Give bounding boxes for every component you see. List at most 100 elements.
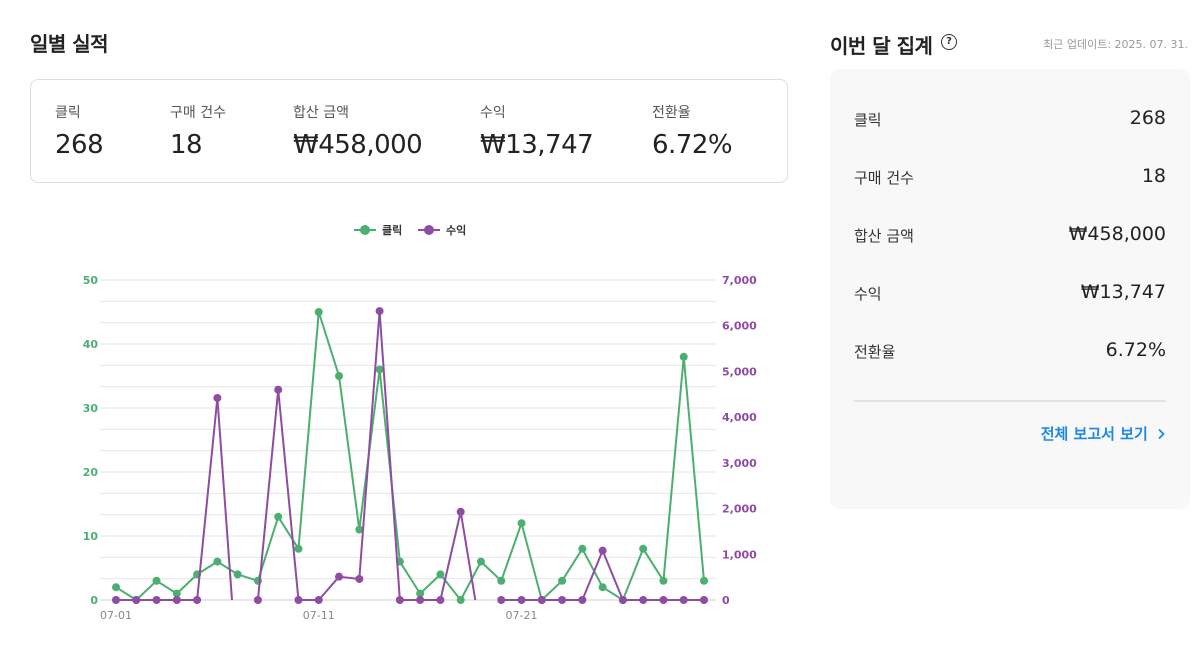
daily-stats-card: 클릭 268 구매 건수 18 합산 금액 ₩458,000 수익 ₩13,74… <box>30 79 788 183</box>
data-point-clicks <box>679 352 688 361</box>
summary-row-revenue: 수익 ₩13,747 <box>854 281 1166 305</box>
summary-label: 합산 금액 <box>854 227 914 245</box>
series-line-revenue <box>116 397 219 601</box>
series-line-revenue <box>256 310 462 601</box>
y-right-tick-label: 6,000 <box>722 320 757 333</box>
daily-performance-title: 일별 실적 <box>30 32 109 56</box>
data-point-clicks <box>700 576 708 585</box>
data-point-revenue <box>598 546 607 555</box>
x-tick-label: 07-21 <box>506 609 538 622</box>
data-point-revenue <box>436 596 445 604</box>
data-point-clicks <box>436 570 445 579</box>
data-point-revenue <box>700 596 708 604</box>
data-point-clicks <box>112 583 120 592</box>
y-right-tick-label: 1,000 <box>722 548 757 561</box>
data-point-clicks <box>598 583 607 592</box>
data-point-revenue <box>112 596 120 604</box>
data-point-revenue <box>659 596 668 604</box>
data-point-revenue <box>679 596 688 604</box>
y-right-tick-label: 5,000 <box>722 365 757 378</box>
stat-value: 18 <box>170 130 203 160</box>
data-point-revenue <box>578 596 587 604</box>
summary-value: ₩458,000 <box>1068 223 1166 245</box>
summary-label: 수익 <box>854 285 882 303</box>
legend-label: 수익 <box>446 224 466 237</box>
y-right-tick-label: 7,000 <box>722 274 757 287</box>
y-left-tick-label: 40 <box>83 338 99 351</box>
legend-marker <box>424 225 434 235</box>
data-point-revenue <box>537 596 546 604</box>
y-left-tick-label: 50 <box>83 274 99 287</box>
data-point-clicks <box>314 308 323 316</box>
question-circle-icon[interactable]: ? <box>941 34 957 50</box>
summary-value: 6.72% <box>1105 339 1166 361</box>
full-report-link-label: 전체 보고서 보기 <box>1040 425 1148 443</box>
data-point-clicks <box>639 544 648 553</box>
data-point-revenue <box>395 596 404 604</box>
data-point-clicks <box>233 570 242 579</box>
data-point-revenue <box>639 596 648 604</box>
full-report-link[interactable]: 전체 보고서 보기 <box>1041 423 1166 444</box>
y-left-tick-label: 0 <box>90 594 98 607</box>
stat-value: ₩13,747 <box>480 130 594 160</box>
summary-value: 18 <box>1141 165 1166 187</box>
y-left-tick-label: 10 <box>83 530 99 543</box>
summary-divider <box>854 400 1166 402</box>
y-right-tick-label: 3,000 <box>722 457 757 470</box>
data-point-revenue <box>274 385 283 394</box>
stat-label: 클릭 <box>55 105 81 121</box>
data-point-revenue <box>253 596 262 604</box>
data-point-clicks <box>335 372 344 380</box>
data-point-revenue <box>335 572 344 581</box>
summary-row-total-amount: 합산 금액 ₩458,000 <box>854 223 1166 247</box>
stat-purchases: 구매 건수 18 <box>170 102 226 160</box>
stat-value: ₩458,000 <box>293 130 423 160</box>
stat-label: 구매 건수 <box>170 105 226 121</box>
stat-label: 전환율 <box>652 105 691 121</box>
stat-clicks: 클릭 268 <box>55 102 104 160</box>
stat-revenue: 수익 ₩13,747 <box>480 102 594 160</box>
data-point-clicks <box>578 544 587 553</box>
data-point-clicks <box>375 365 384 374</box>
data-point-revenue <box>355 574 364 583</box>
chevron-right-icon <box>1158 428 1165 440</box>
stat-label: 합산 금액 <box>293 105 349 121</box>
summary-label: 클릭 <box>854 111 882 129</box>
stat-value: 268 <box>55 130 104 160</box>
data-point-revenue <box>132 596 141 604</box>
data-point-revenue <box>456 507 465 516</box>
data-point-clicks <box>152 576 161 585</box>
data-point-revenue <box>314 596 323 604</box>
data-point-clicks <box>517 519 526 528</box>
data-point-revenue <box>497 596 506 604</box>
stat-value: 6.72% <box>652 130 733 160</box>
data-point-clicks <box>213 557 222 566</box>
series-line-revenue <box>216 397 233 601</box>
y-left-tick-label: 30 <box>83 402 99 415</box>
data-point-revenue <box>517 596 526 604</box>
series-line-clicks <box>115 311 705 601</box>
data-point-clicks <box>416 589 425 598</box>
monthly-summary-title: 이번 달 집계 <box>830 34 933 58</box>
data-point-clicks <box>294 544 303 553</box>
legend-label: 클릭 <box>382 224 402 237</box>
x-tick-label: 07-11 <box>303 609 335 622</box>
monthly-summary-panel: 클릭 268 구매 건수 18 합산 금액 ₩458,000 수익 ₩13,74… <box>830 69 1190 509</box>
data-point-clicks <box>355 525 364 534</box>
summary-label: 전환율 <box>854 343 896 361</box>
summary-row-clicks: 클릭 268 <box>854 107 1166 131</box>
stat-conversion-rate: 전환율 6.72% <box>652 102 733 160</box>
daily-performance-chart: 0 10 20 30 40 50 0 1,000 2,000 3,000 4,000 5,000 6,0… <box>83 224 757 622</box>
data-point-clicks <box>274 512 283 521</box>
y-right-tick-label: 4,000 <box>722 411 757 424</box>
summary-row-purchases: 구매 건수 18 <box>854 165 1166 189</box>
data-point-clicks <box>476 557 485 566</box>
data-point-revenue <box>375 307 384 316</box>
data-point-revenue <box>618 596 627 604</box>
data-point-revenue <box>558 596 567 604</box>
data-point-revenue <box>213 393 222 402</box>
last-updated-text: 최근 업데이트: 2025. 07. 31. <box>1043 38 1188 51</box>
summary-value: ₩13,747 <box>1080 281 1166 303</box>
data-point-clicks <box>497 576 506 585</box>
summary-row-conversion-rate: 전환율 6.72% <box>854 339 1166 363</box>
